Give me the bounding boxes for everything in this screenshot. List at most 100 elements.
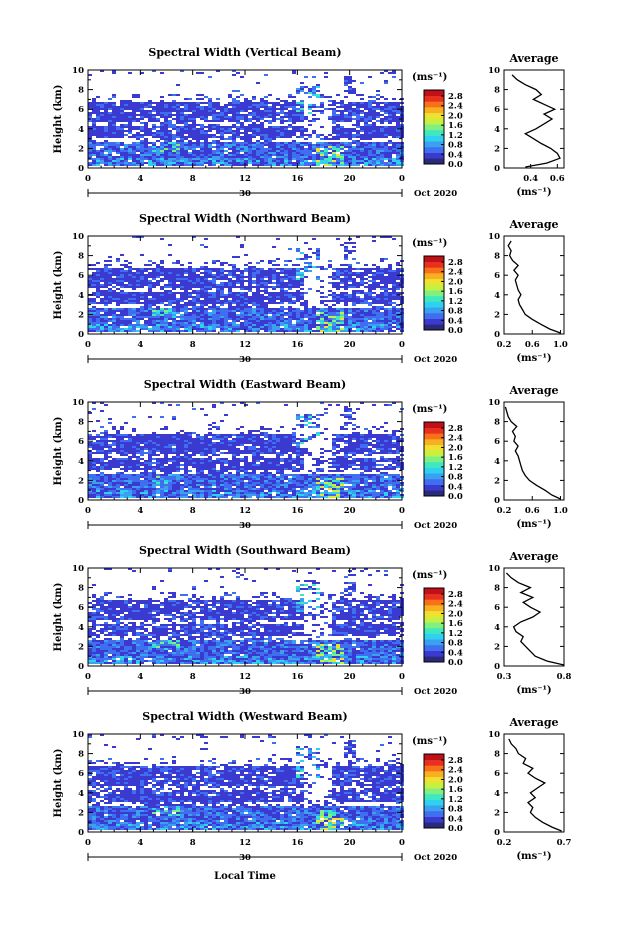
heatmap-cell (96, 436, 100, 438)
heatmap-cell (168, 116, 172, 118)
heatmap-cell (88, 150, 92, 152)
heatmap-cell (128, 116, 132, 118)
heatmap-cell (108, 328, 112, 330)
heatmap-cell (248, 306, 252, 308)
heatmap-cell (332, 296, 336, 298)
heatmap-cell (124, 274, 128, 276)
heatmap-cell (244, 132, 248, 134)
heatmap-cell (232, 154, 236, 156)
heatmap-cell (344, 316, 348, 318)
heatmap-cell (224, 316, 228, 318)
heatmap-cell (92, 106, 96, 108)
heatmap-cell (224, 144, 228, 146)
heatmap-cell (184, 126, 188, 128)
heatmap-cell (364, 270, 368, 272)
heatmap-cell (256, 114, 260, 116)
heatmap-cell (136, 318, 140, 320)
heatmap-cell (364, 142, 368, 144)
heatmap-cell (240, 298, 244, 300)
heatmap-cell (392, 104, 396, 106)
heatmap-cell (372, 102, 376, 104)
heatmap-cell (124, 314, 128, 316)
heatmap-cell (112, 278, 116, 280)
heatmap-cell (248, 102, 252, 104)
heatmap-cell (172, 326, 176, 328)
heatmap-cell (140, 72, 144, 74)
heatmap-cell (384, 278, 388, 280)
heatmap-cell (92, 292, 96, 294)
heatmap-cell (88, 436, 92, 438)
heatmap-cell (336, 330, 340, 332)
heatmap-cell (128, 330, 132, 332)
heatmap-cell (368, 148, 372, 150)
heatmap-cell (368, 142, 372, 144)
heatmap-cell (228, 270, 232, 272)
heatmap-cell (320, 142, 324, 144)
heatmap-cell (324, 268, 328, 270)
heatmap-cell (88, 312, 92, 314)
heatmap-cell (180, 104, 184, 106)
heatmap-cell (204, 276, 208, 278)
heatmap-cell (348, 120, 352, 122)
heatmap-cell (300, 304, 304, 306)
heatmap-cell (192, 322, 196, 324)
heatmap-cell (180, 436, 184, 438)
heatmap-cell (284, 268, 288, 270)
heatmap-cell (160, 270, 164, 272)
profile-y-tick-label: 2 (494, 310, 500, 320)
heatmap-cell (376, 106, 380, 108)
heatmap-cell (312, 312, 316, 314)
heatmap-cell (372, 298, 376, 300)
heatmap-cell (216, 120, 220, 122)
heatmap-cell (296, 92, 300, 94)
heatmap-cell (128, 132, 132, 134)
heatmap-cell (212, 154, 216, 156)
heatmap-cell (136, 274, 140, 276)
heatmap-cell (352, 162, 356, 164)
heatmap-cell (156, 112, 160, 114)
heatmap-cell (308, 262, 312, 264)
heatmap-cell (212, 128, 216, 130)
colorbar-tick-label: 0.8 (448, 141, 463, 151)
heatmap-cell (360, 98, 364, 100)
heatmap-cell (328, 104, 332, 106)
heatmap-cell (272, 274, 276, 276)
heatmap-cell (108, 288, 112, 290)
heatmap-cell (384, 152, 388, 154)
heatmap-cell (108, 154, 112, 156)
heatmap-cell (120, 118, 124, 120)
heatmap-cell (396, 122, 400, 124)
heatmap-cell (180, 122, 184, 124)
heatmap-cell (260, 312, 264, 314)
heatmap-cell (252, 314, 256, 316)
heatmap-cell (296, 130, 300, 132)
heatmap-cell (352, 104, 356, 106)
heatmap-cell (192, 130, 196, 132)
heatmap-cell (304, 328, 308, 330)
heatmap-cell (168, 276, 172, 278)
heatmap-cell (376, 142, 380, 144)
heatmap-cell (140, 284, 144, 286)
heatmap-cell (136, 330, 140, 332)
heatmap-cell (124, 280, 128, 282)
heatmap-cell (300, 278, 304, 280)
heatmap-cell (252, 152, 256, 154)
heatmap-cell (240, 160, 244, 162)
heatmap-cell (232, 160, 236, 162)
heatmap-cell (388, 302, 392, 304)
heatmap-cell (396, 102, 400, 104)
heatmap-cell (336, 434, 340, 436)
heatmap-cell (216, 162, 220, 164)
colorbar-tick-label: 2.8 (448, 92, 463, 102)
colorbar-segment (424, 273, 444, 280)
heatmap-cell (260, 268, 264, 270)
heatmap-cell (368, 430, 372, 432)
heatmap-cell (380, 282, 384, 284)
y-tick-label: 6 (78, 271, 84, 281)
heatmap-cell (96, 104, 100, 106)
heatmap-cell (172, 284, 176, 286)
heatmap-cell (372, 330, 376, 332)
heatmap-cell (136, 104, 140, 106)
heatmap-cell (140, 436, 144, 438)
heatmap-cell (164, 286, 168, 288)
